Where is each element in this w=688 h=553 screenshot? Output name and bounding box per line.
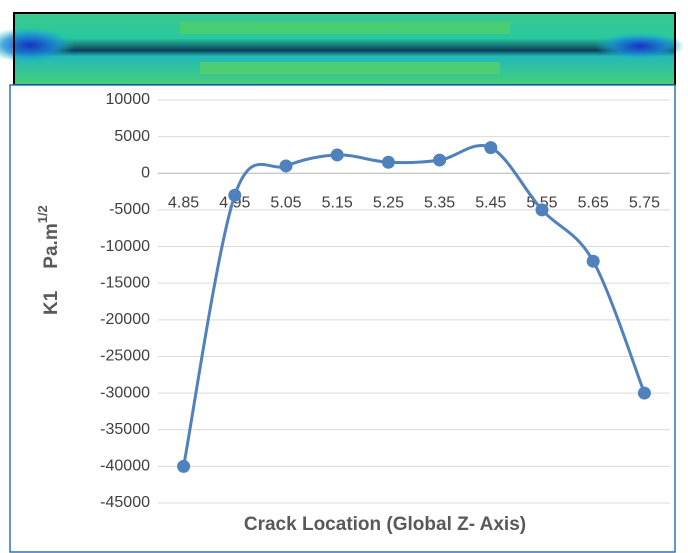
data-point [536,203,549,216]
y-tick-label: 0 [141,164,150,181]
y-label-name: K1 [41,290,62,315]
x-tick-label: 5.35 [424,194,455,211]
y-tick-label: 5000 [114,128,150,145]
data-point [433,154,446,167]
y-tick-label: -40000 [100,458,150,475]
x-tick-label: 5.05 [270,194,301,211]
y-label-exponent: 1/2 [35,205,50,223]
x-tick-label: 4.85 [168,194,199,211]
x-tick-label: 5.15 [322,194,353,211]
data-point [587,255,600,268]
page: Crack Location (Global Z- Axis) K1 Pa.m1/… [0,0,688,553]
x-tick-label: 5.45 [475,194,506,211]
y-tick-label: -35000 [100,421,150,438]
y-label-unit: Pa.m [41,223,62,268]
data-point [280,159,293,172]
contour-strip [0,13,685,85]
data-point [228,189,241,202]
y-tick-label: -45000 [100,494,150,511]
y-tick-label: -10000 [100,238,150,255]
x-axis-label: Crack Location (Global Z- Axis) [244,514,526,535]
data-point [177,460,190,473]
x-tick-label: 5.65 [578,194,609,211]
y-tick-label: -20000 [100,311,150,328]
y-tick-label: 10000 [106,91,151,108]
data-point [382,156,395,169]
chart: Crack Location (Global Z- Axis) K1 Pa.m1/… [0,0,688,553]
x-tick-label: 5.75 [629,194,660,211]
y-tick-label: -30000 [100,384,150,401]
data-point [638,387,651,400]
y-tick-label: -15000 [100,274,150,291]
y-tick-label: -5000 [109,201,150,218]
x-tick-label: 5.25 [373,194,404,211]
data-point [331,148,344,161]
y-tick-label: -25000 [100,348,150,365]
data-point [484,141,497,154]
